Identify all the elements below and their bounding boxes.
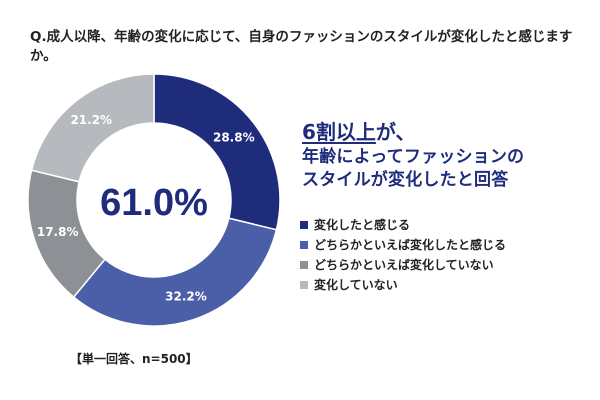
headline-suffix: が、 bbox=[375, 120, 416, 144]
donut-slice-1 bbox=[153, 73, 281, 231]
legend-swatch bbox=[300, 261, 308, 269]
slice-value-label-1: 28.8% bbox=[213, 130, 255, 144]
headline-line-2: 年齢によってファッションの bbox=[302, 147, 525, 167]
legend-label: どちらかといえば変化していない bbox=[314, 258, 494, 272]
legend-swatch bbox=[300, 221, 308, 229]
legend-item-2: どちらかといえば変化したと感じる bbox=[300, 235, 506, 255]
sample-note: 【単一回答、n=500】 bbox=[70, 352, 198, 366]
donut-slice-2 bbox=[72, 217, 278, 327]
legend-swatch bbox=[300, 241, 308, 249]
slice-value-label-2: 32.2% bbox=[165, 289, 207, 303]
legend-item-4: 変化していない bbox=[300, 275, 506, 295]
legend-label: 変化していない bbox=[314, 278, 398, 292]
slice-value-label-3: 17.8% bbox=[37, 225, 79, 239]
headline-highlight: 6割以上 bbox=[302, 120, 376, 144]
legend-item-1: 変化したと感じる bbox=[300, 215, 506, 235]
headline-line-1: 6割以上が、 bbox=[302, 118, 592, 146]
legend-label: どちらかといえば変化したと感じる bbox=[314, 238, 507, 252]
legend-item-3: どちらかといえば変化していない bbox=[300, 255, 506, 275]
headline: 6割以上が、 年齢によってファッションの スタイルが変化したと回答 bbox=[302, 118, 592, 192]
headline-line-3: スタイルが変化したと回答 bbox=[302, 170, 509, 190]
slice-value-label-4: 21.2% bbox=[70, 113, 112, 127]
donut-center-label: 61.0% bbox=[100, 182, 208, 224]
legend-label: 変化したと感じる bbox=[314, 218, 411, 232]
question-text: Q.成人以降、年齢の変化に応じて、自身のファッションのスタイルが変化したと感じま… bbox=[30, 29, 573, 64]
donut-slice-4 bbox=[30, 73, 155, 183]
chart-legend: 変化したと感じるどちらかといえば変化したと感じる どちらかといえば変化していない変… bbox=[300, 215, 506, 295]
legend-swatch bbox=[300, 281, 308, 289]
